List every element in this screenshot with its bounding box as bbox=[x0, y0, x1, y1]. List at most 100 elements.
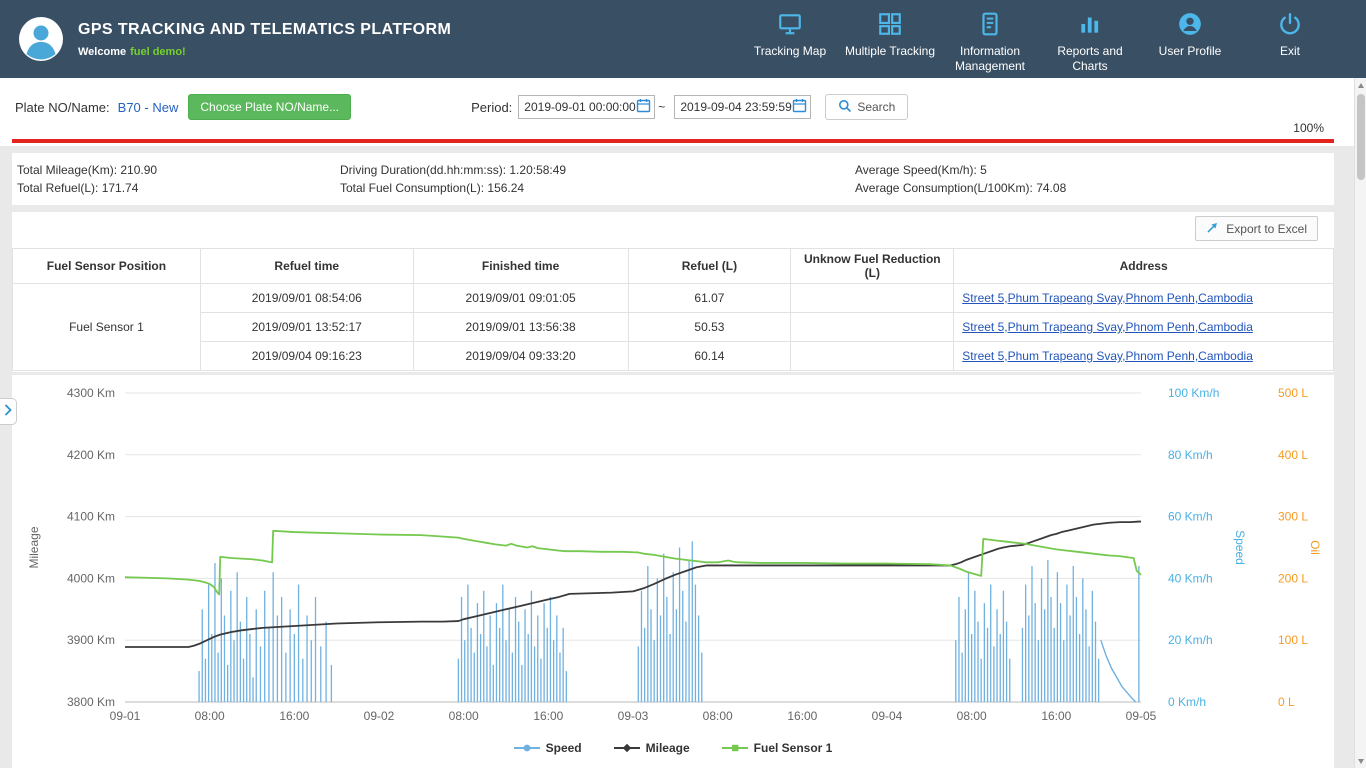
svg-text:09-03: 09-03 bbox=[618, 709, 649, 723]
summary-item: Average Consumption(L/100Km): 74.08 bbox=[855, 181, 1067, 195]
svg-text:0 L: 0 L bbox=[1278, 695, 1295, 709]
nav-item-tracking-map[interactable]: Tracking Map bbox=[740, 5, 840, 58]
address-cell: Street 5,Phum Trapeang Svay,Phnom Penh,C… bbox=[953, 341, 1334, 371]
legend-item-mileage[interactable]: Mileage bbox=[613, 741, 690, 755]
document-icon bbox=[977, 11, 1003, 37]
filter-bar: Plate NO/Name: B70 - New Choose Plate NO… bbox=[0, 78, 1354, 146]
square-marker-icon bbox=[721, 744, 748, 752]
diamond-marker-icon bbox=[613, 743, 640, 753]
search-icon bbox=[838, 99, 852, 116]
period-separator: ~ bbox=[658, 100, 666, 114]
svg-text:16:00: 16:00 bbox=[1041, 709, 1071, 723]
refuel-time-cell: 2019/09/04 09:16:23 bbox=[199, 341, 414, 371]
summary-item: Total Mileage(Km): 210.90 bbox=[17, 163, 158, 177]
legend-label: Mileage bbox=[645, 741, 690, 755]
export-icon bbox=[1206, 221, 1220, 237]
export-to-excel-button[interactable]: Export to Excel bbox=[1195, 216, 1318, 241]
svg-text:16:00: 16:00 bbox=[787, 709, 817, 723]
svg-text:100 L: 100 L bbox=[1278, 633, 1308, 647]
chart-panel: 4300 Km 4200 Km 4100 Km 4000 Km 3900 Km 3800 … bbox=[12, 375, 1334, 768]
refuel-l-cell: 60.14 bbox=[627, 341, 792, 371]
svg-text:4300 Km: 4300 Km bbox=[67, 386, 115, 400]
svg-text:Mileage: Mileage bbox=[27, 526, 41, 568]
scrollbar-down-arrow-icon[interactable] bbox=[1355, 754, 1366, 768]
choose-plate-button[interactable]: Choose Plate NO/Name... bbox=[188, 94, 352, 120]
refuel-table: Fuel Sensor Position Refuel time Finished … bbox=[12, 248, 1334, 371]
summary-column-2: Driving Duration(dd.hh:mm:ss): 1.20:58:4… bbox=[340, 161, 566, 197]
page-title: GPS TRACKING AND TELEMATICS PLATFORM bbox=[78, 20, 452, 38]
side-panel-expander[interactable] bbox=[0, 398, 17, 425]
legend-label: Speed bbox=[545, 741, 582, 755]
calendar-icon[interactable] bbox=[792, 98, 807, 116]
period-end-input[interactable] bbox=[680, 100, 793, 114]
period-start-input[interactable] bbox=[524, 100, 637, 114]
refuel-time-cell: 2019/09/01 08:54:06 bbox=[199, 283, 414, 313]
nav-item-user-profile[interactable]: User Profile bbox=[1140, 5, 1240, 58]
search-button[interactable]: Search bbox=[825, 94, 909, 120]
column-header: Fuel Sensor Position bbox=[12, 248, 201, 284]
column-header: Finished time bbox=[412, 248, 629, 284]
period-start-box bbox=[518, 95, 656, 119]
table-row: 2019/09/01 13:52:17 2019/09/01 13:56:38 50… bbox=[13, 312, 1334, 342]
legend-item-speed[interactable]: Speed bbox=[513, 741, 582, 755]
search-button-label: Search bbox=[857, 100, 896, 114]
svg-text:3900 Km: 3900 Km bbox=[67, 633, 115, 647]
header-nav: Tracking Map Multiple Tracking Information… bbox=[740, 5, 1340, 73]
scrollbar-up-arrow-icon[interactable] bbox=[1355, 78, 1366, 92]
svg-text:09-01: 09-01 bbox=[110, 709, 141, 723]
address-link[interactable]: Street 5,Phum Trapeang Svay,Phnom Penh,C… bbox=[962, 320, 1253, 334]
svg-text:0 Km/h: 0 Km/h bbox=[1168, 695, 1206, 709]
summary-item: Total Refuel(L): 171.74 bbox=[17, 181, 139, 195]
svg-text:4000 Km: 4000 Km bbox=[67, 571, 115, 585]
summary-column-3: Average Speed(Km/h): 5 Average Consumptio… bbox=[855, 161, 1066, 197]
calendar-icon[interactable] bbox=[636, 98, 651, 116]
finished-time-cell: 2019/09/04 09:33:20 bbox=[412, 341, 629, 371]
selected-plate-link[interactable]: B70 - New bbox=[117, 99, 179, 115]
unknown-reduction-cell bbox=[790, 283, 955, 313]
svg-text:100 Km/h: 100 Km/h bbox=[1168, 386, 1219, 400]
table-row: Fuel Sensor 1 2019/09/01 08:54:06 2019/09/… bbox=[12, 283, 1334, 371]
nav-item-label: Reports and Charts bbox=[1057, 44, 1123, 73]
refuel-time-cell: 2019/09/01 13:52:17 bbox=[199, 312, 414, 342]
column-header: Refuel (L) bbox=[627, 248, 792, 284]
svg-text:400 L: 400 L bbox=[1278, 448, 1308, 462]
column-header: Refuel time bbox=[199, 248, 414, 284]
svg-text:Oil: Oil bbox=[1308, 540, 1322, 555]
svg-text:Speed: Speed bbox=[1233, 530, 1247, 565]
address-link[interactable]: Street 5,Phum Trapeang Svay,Phnom Penh,C… bbox=[962, 291, 1253, 305]
nav-item-multiple-tracking[interactable]: Multiple Tracking bbox=[840, 5, 940, 58]
svg-text:60 Km/h: 60 Km/h bbox=[1168, 510, 1213, 524]
scrollbar-thumb[interactable] bbox=[1356, 94, 1365, 180]
nav-item-label: User Profile bbox=[1158, 44, 1222, 59]
svg-text:4200 Km: 4200 Km bbox=[67, 448, 115, 462]
summary-column-1: Total Mileage(Km): 210.90 Total Refuel(L)… bbox=[17, 161, 157, 197]
address-cell: Street 5,Phum Trapeang Svay,Phnom Penh,C… bbox=[953, 283, 1334, 313]
vertical-scrollbar[interactable] bbox=[1354, 78, 1366, 768]
svg-text:500 L: 500 L bbox=[1278, 386, 1308, 400]
chevron-right-icon bbox=[4, 404, 12, 419]
address-cell: Street 5,Phum Trapeang Svay,Phnom Penh,C… bbox=[953, 312, 1334, 342]
plate-label: Plate NO/Name: bbox=[15, 99, 110, 115]
legend-item-fuel-sensor-1[interactable]: Fuel Sensor 1 bbox=[721, 741, 832, 755]
column-header: Address bbox=[953, 248, 1334, 284]
svg-text:200 L: 200 L bbox=[1278, 571, 1308, 585]
finished-time-cell: 2019/09/01 13:56:38 bbox=[412, 312, 629, 342]
monitor-icon bbox=[777, 11, 803, 37]
summary-item: Driving Duration(dd.hh:mm:ss): 1.20:58:4… bbox=[340, 163, 567, 177]
welcome-prefix: Welcome bbox=[78, 45, 127, 58]
welcome-text: Welcome fuel demo! bbox=[78, 46, 451, 58]
svg-text:16:00: 16:00 bbox=[279, 709, 309, 723]
nav-item-label: Exit bbox=[1279, 44, 1300, 59]
nav-item-reports-and-charts[interactable]: Reports and Charts bbox=[1040, 5, 1140, 73]
fuel-sensor-cell: Fuel Sensor 1 bbox=[12, 283, 201, 371]
svg-text:300 L: 300 L bbox=[1278, 510, 1308, 524]
address-link[interactable]: Street 5,Phum Trapeang Svay,Phnom Penh,C… bbox=[962, 349, 1253, 363]
svg-text:09-02: 09-02 bbox=[364, 709, 395, 723]
progress-percent: 100% bbox=[1293, 121, 1324, 135]
svg-text:08:00: 08:00 bbox=[703, 709, 733, 723]
nav-item-label: Tracking Map bbox=[753, 44, 827, 59]
nav-item-exit[interactable]: Exit bbox=[1240, 5, 1340, 58]
nav-item-information-management[interactable]: Information Management bbox=[940, 5, 1040, 73]
app-header: GPS TRACKING AND TELEMATICS PLATFORM Wel… bbox=[0, 0, 1366, 78]
progress-bar bbox=[12, 139, 1334, 143]
